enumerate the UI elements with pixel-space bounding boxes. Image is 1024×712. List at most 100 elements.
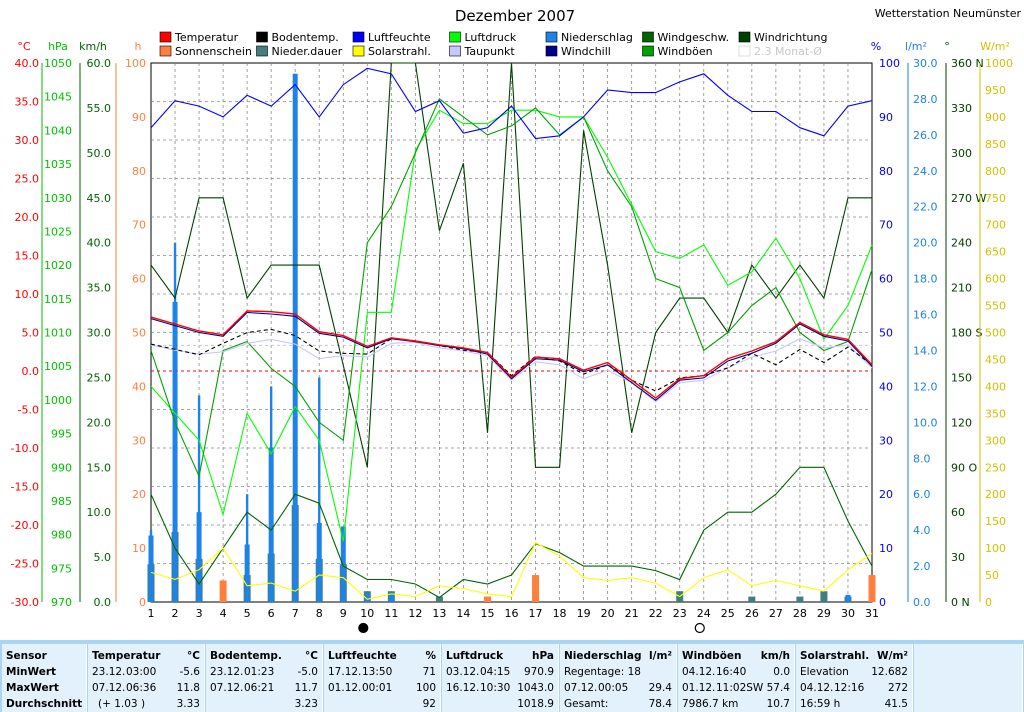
dir-tick-label: 30: [951, 551, 965, 564]
dir-tick-label: 120: [951, 416, 972, 429]
solar-tick-label: 900: [985, 111, 1006, 124]
rain-tick-label: 20.0: [913, 237, 938, 250]
solar-tick-label: 450: [985, 353, 1006, 366]
wind-tick-label: 55.0: [87, 102, 112, 115]
stats-pressure: Luftdruck hPa 03.12. 04:15 970.9 16.12. 10:3…: [442, 644, 559, 712]
temp-tick-label: 35.0: [15, 96, 40, 109]
gusts-max-time: 11:02SW: [716, 682, 764, 694]
ground-max-date: 07.12.: [210, 682, 244, 694]
stats-temperature: Temperatur °C 23.12. 03:00 -5.6 07.12. 06:36…: [88, 644, 205, 712]
solar-unit-label: W/m²: [980, 40, 1010, 53]
temp-title: Temperatur: [92, 650, 161, 662]
rain-bar: [364, 593, 370, 602]
dir-tick-label: 360 N: [951, 57, 984, 70]
pressure-unit-label: hPa: [48, 40, 68, 53]
avg-label: Durchschnitt: [6, 698, 83, 710]
legend-label: Luftfeuchte: [368, 31, 431, 44]
legend-swatch: [738, 31, 751, 43]
x-tick-label: 24: [697, 607, 711, 620]
moon-full-icon: [694, 622, 705, 634]
wind-unit-label: km/h: [79, 40, 107, 53]
pressure-unit: hPa: [532, 650, 554, 662]
solar-tick-label: 100: [985, 542, 1006, 555]
rain-bar: [244, 544, 250, 602]
pressure-tick-label: 985: [51, 495, 72, 508]
duration-bar: [435, 596, 443, 602]
wind-tick-label: 45.0: [87, 192, 112, 205]
ground-min-value: -5.0: [297, 666, 319, 678]
rain-unit: l/m²: [649, 650, 672, 662]
humidity-tick-label: 20: [879, 488, 893, 501]
x-tick-label: 15: [480, 607, 494, 620]
rain-bar: [292, 73, 298, 602]
temp-tick-label: 15.0: [15, 250, 40, 263]
pressure-tick-label: 975: [51, 562, 72, 575]
ground-min-time: 01:23: [244, 666, 275, 678]
legend-swatch: [642, 31, 654, 43]
humidity-min-value: 71: [422, 666, 436, 678]
series-line-luftdruck: [150, 109, 873, 542]
rain-tick-label: 24.0: [913, 165, 938, 178]
legend-swatch: [159, 45, 172, 57]
legend-swatch: [642, 45, 654, 57]
sensor-label: Sensor: [6, 650, 47, 662]
duration-bar: [748, 596, 756, 602]
pressure-tick-label: 1040: [44, 124, 72, 137]
ground-max-value: 11.7: [294, 682, 318, 694]
series-line-taupunkt: [150, 338, 873, 403]
wind-tick-label: 10.0: [87, 506, 112, 519]
humidity-tick-label: 100: [879, 57, 900, 70]
series-line-solarstrahl: [150, 541, 873, 600]
wind-tick-label: 50.0: [87, 147, 112, 160]
rain-max-date: 07.12.: [564, 682, 598, 694]
series-line-temperatur: [150, 310, 873, 399]
x-tick-label: 14: [456, 607, 470, 620]
temp-unit-label: °C: [17, 40, 31, 53]
legend-swatch: [449, 31, 461, 43]
x-tick-label: 30: [841, 607, 855, 620]
x-tick-label: 25: [721, 607, 735, 620]
rain-tick-label: 14.0: [913, 344, 938, 357]
pressure-tick-label: 970: [51, 596, 72, 609]
temp-tick-label: 0.0: [22, 365, 40, 378]
rain-tick-label: 16.0: [913, 309, 938, 322]
solar-tick-label: 750: [985, 192, 1006, 205]
solar-tick-label: 400: [985, 380, 1006, 393]
solar-tick-label: 0: [985, 596, 992, 609]
wind-tick-label: 5.0: [94, 551, 112, 564]
sun-tick-label: 20: [132, 488, 146, 501]
temp-tick-label: 40.0: [15, 57, 40, 70]
legend-label: Sonnenschein: [175, 45, 252, 58]
legend-swatch: [738, 45, 751, 57]
rain-max-time: 00:05: [598, 682, 629, 694]
ground-min-date: 23.12.: [210, 666, 244, 678]
gusts-max-date: 01.12.: [682, 682, 716, 694]
rain-bar: [268, 447, 274, 602]
rain-tick-label: 2.0: [913, 560, 931, 573]
gusts-distance: 7986.7 km: [682, 698, 739, 710]
rain-tick-label: 0.0: [913, 596, 931, 609]
humidity-max-value: 100: [415, 682, 436, 694]
x-tick-label: 10: [360, 607, 374, 620]
temp-tick-label: -5.0: [18, 404, 39, 417]
series-line-luftfeuchte: [150, 67, 873, 140]
rain-unit-label: l/m²: [905, 40, 927, 53]
humidity-max-date: 01.12.: [328, 682, 362, 694]
x-tick-label: 21: [625, 607, 639, 620]
x-tick-label: 4: [220, 607, 227, 620]
x-tick-label: 11: [384, 607, 398, 620]
duration-bar: [820, 591, 828, 602]
temp-avg-value: 3.33: [176, 698, 200, 710]
stats-gusts: Windböen km/h 04.12. 16:40 0.0 01.12. 11:02S…: [678, 644, 795, 712]
legend-label: Nieder.dauer: [272, 45, 343, 58]
temp-max-date: 07.12.: [92, 682, 126, 694]
pressure-tick-label: 1010: [44, 327, 72, 340]
wind-tick-label: 15.0: [87, 461, 112, 474]
gusts-min-time: 16:40: [716, 666, 747, 678]
dir-tick-label: 180 S: [951, 327, 982, 340]
chart-title: Dezember 2007: [455, 7, 575, 25]
rain-tick-label: 6.0: [913, 488, 931, 501]
ground-max-time: 06:21: [244, 682, 275, 694]
dir-tick-label: 60: [951, 506, 965, 519]
rain-tick-label: 12.0: [913, 380, 938, 393]
